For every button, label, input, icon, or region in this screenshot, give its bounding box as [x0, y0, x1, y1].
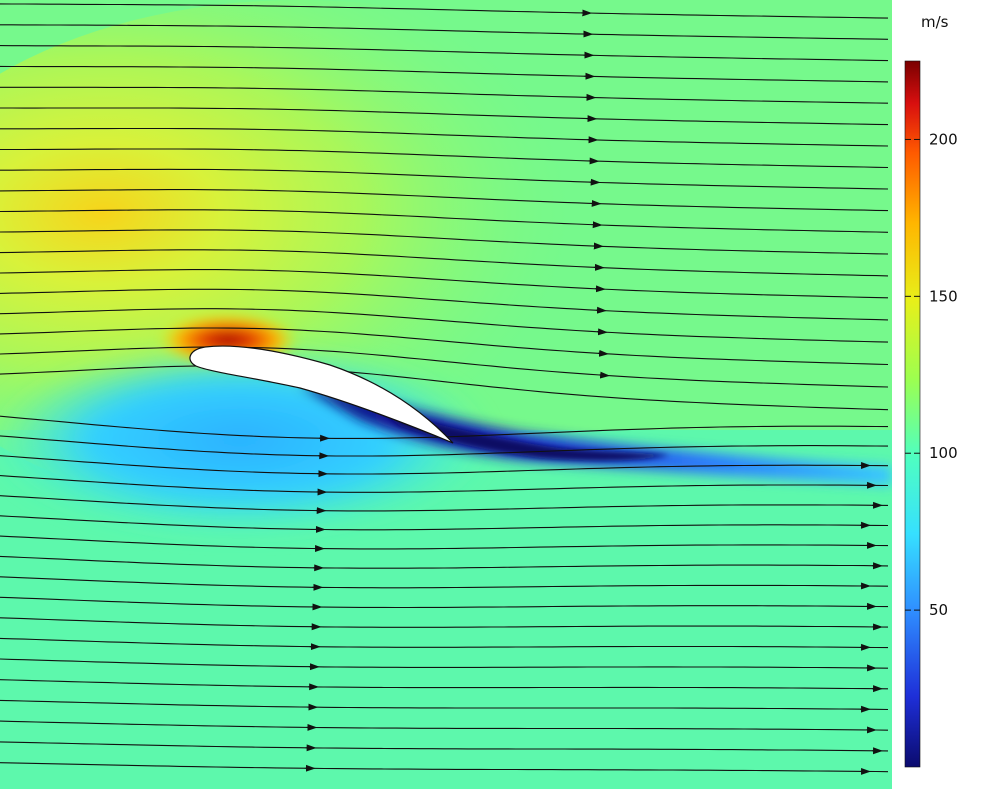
streamline: [0, 24, 889, 40]
streamline: [0, 699, 889, 711]
colorbar-gradient: [904, 60, 921, 768]
streamline: [0, 209, 889, 233]
streamline: [0, 535, 889, 550]
streamline: [0, 658, 889, 669]
colorbar-tick-label: 150: [929, 287, 958, 305]
streamline: [0, 45, 889, 62]
streamline: [0, 679, 889, 690]
colorbar: 200 150 100 50: [904, 60, 958, 768]
colorbar-tick-label: 50: [929, 601, 948, 619]
streamline: [0, 288, 889, 321]
streamline: [0, 741, 889, 752]
streamline: [0, 555, 889, 569]
streamline: [0, 596, 889, 609]
streamline: [0, 576, 889, 589]
streamline: [0, 617, 889, 628]
streamline: [0, 327, 889, 366]
streamline: [0, 495, 889, 512]
colorbar-tick-label: 100: [929, 444, 958, 462]
streamline: [0, 720, 889, 731]
streamline: [0, 637, 889, 649]
airfoil: [189, 345, 454, 444]
streamline: [0, 107, 889, 126]
streamline: [0, 308, 889, 343]
colorbar-ticks: 200 150 100 50: [905, 130, 958, 619]
streamline: [0, 346, 889, 388]
streamline: [0, 365, 889, 411]
streamline: [0, 86, 889, 104]
streamline: [0, 148, 889, 169]
streamline: [0, 475, 889, 493]
wake-region: [300, 385, 892, 486]
streamline: [0, 455, 889, 475]
velocity-field-plot: [0, 0, 892, 789]
streamline: [0, 127, 889, 147]
streamline: [0, 435, 889, 457]
streamline: [0, 249, 889, 277]
streamline: [0, 762, 889, 773]
streamline: [0, 168, 889, 190]
colorbar-tick-label: 200: [929, 130, 958, 148]
streamline: [0, 189, 889, 212]
streamline: [0, 3, 889, 19]
streamline: [0, 269, 889, 299]
streamline: [0, 229, 889, 255]
streamlines: [0, 3, 889, 775]
streamline: [0, 515, 889, 531]
colorbar-unit-label: m/s: [921, 13, 949, 31]
streamline: [0, 65, 889, 83]
